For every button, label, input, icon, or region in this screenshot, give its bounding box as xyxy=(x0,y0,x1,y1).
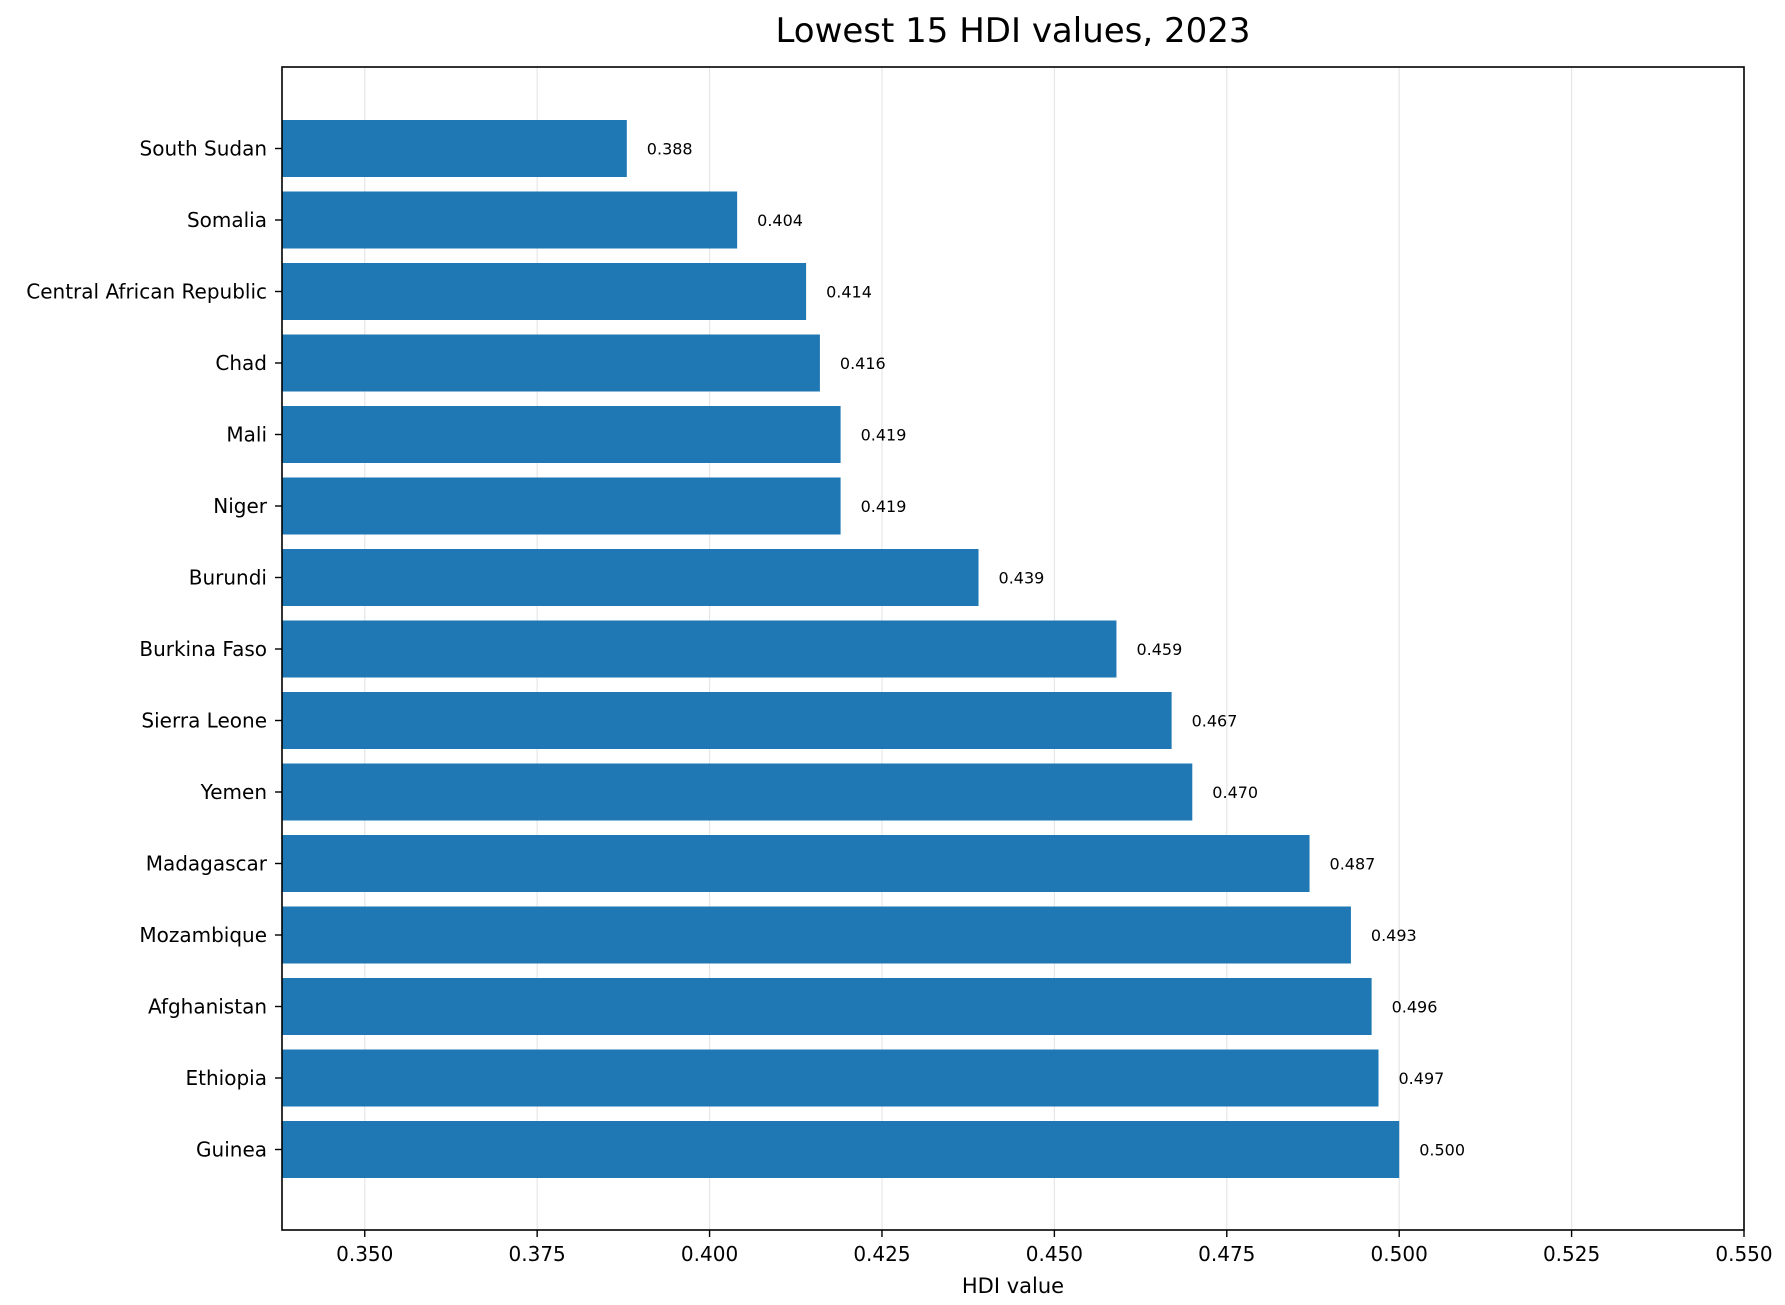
y-tick-label: Guinea xyxy=(196,1138,267,1162)
y-tick-label: Burundi xyxy=(189,566,267,590)
bar xyxy=(282,406,841,463)
bar xyxy=(282,477,841,535)
bar-value-label: 0.497 xyxy=(1399,1069,1445,1088)
bar-value-label: 0.419 xyxy=(861,497,907,516)
x-tick-label: 0.475 xyxy=(1198,1242,1255,1266)
bar-value-label: 0.493 xyxy=(1371,926,1417,945)
x-tick-label: 0.550 xyxy=(1715,1242,1772,1266)
y-tick-label: Burkina Faso xyxy=(139,637,267,661)
y-tick-label: Mali xyxy=(226,423,267,447)
value-labels: 0.388 0.404 0.414 0.416 0.419 0.419 0.439 0.459… xyxy=(647,140,1465,1160)
x-tick-label: 0.400 xyxy=(681,1242,738,1266)
x-tick-label: 0.450 xyxy=(1026,1242,1083,1266)
bar xyxy=(282,549,979,606)
y-tick-label: Niger xyxy=(213,494,268,518)
bar-value-label: 0.467 xyxy=(1192,712,1238,731)
x-tick-label: 0.425 xyxy=(853,1242,910,1266)
y-tick-label: Yemen xyxy=(200,780,267,804)
bar xyxy=(282,1121,1400,1178)
y-tick-label: Madagascar xyxy=(146,852,268,876)
bar xyxy=(282,835,1310,892)
bars xyxy=(282,120,1400,1178)
bar-value-label: 0.416 xyxy=(840,354,886,373)
chart-title: Lowest 15 HDI values, 2023 xyxy=(775,11,1250,51)
y-tick-label: Chad xyxy=(215,351,267,375)
bar xyxy=(282,692,1172,749)
bar-value-label: 0.404 xyxy=(757,211,803,230)
y-tick-label: Afghanistan xyxy=(148,995,267,1019)
bar xyxy=(282,906,1351,964)
bar-value-label: 0.388 xyxy=(647,140,693,159)
bar xyxy=(282,1049,1379,1107)
bar-value-label: 0.496 xyxy=(1392,998,1438,1017)
bar xyxy=(282,620,1117,678)
bar-value-label: 0.487 xyxy=(1330,855,1376,874)
x-tick-label: 0.375 xyxy=(509,1242,566,1266)
bar-value-label: 0.414 xyxy=(826,283,872,302)
bar-value-label: 0.500 xyxy=(1419,1141,1465,1160)
y-tick-label: Ethiopia xyxy=(186,1066,267,1090)
bar xyxy=(282,334,820,392)
y-tick-label: Mozambique xyxy=(139,923,267,947)
bar xyxy=(282,191,738,249)
bar-value-label: 0.470 xyxy=(1212,783,1258,802)
y-tick-label: Sierra Leone xyxy=(141,709,267,733)
bar xyxy=(282,763,1193,821)
bar-value-label: 0.419 xyxy=(861,426,907,445)
x-tick-label: 0.525 xyxy=(1543,1242,1600,1266)
bar-value-label: 0.459 xyxy=(1136,640,1182,659)
y-tick-label: Somalia xyxy=(187,208,267,232)
bar xyxy=(282,978,1372,1035)
bar-value-label: 0.439 xyxy=(999,569,1045,588)
x-tick-label: 0.500 xyxy=(1371,1242,1428,1266)
x-axis-label: HDI value xyxy=(962,1274,1064,1298)
y-tick-label: South Sudan xyxy=(140,137,267,161)
y-axis-ticks: South Sudan Somalia Central African Republ… xyxy=(26,137,282,1162)
bar xyxy=(282,263,807,320)
y-tick-label: Central African Republic xyxy=(26,280,267,304)
x-axis-ticks: 0.350 0.375 0.400 0.425 0.450 0.475 0.500 0.525… xyxy=(336,1230,1773,1266)
x-tick-label: 0.350 xyxy=(336,1242,393,1266)
bar xyxy=(282,120,627,177)
